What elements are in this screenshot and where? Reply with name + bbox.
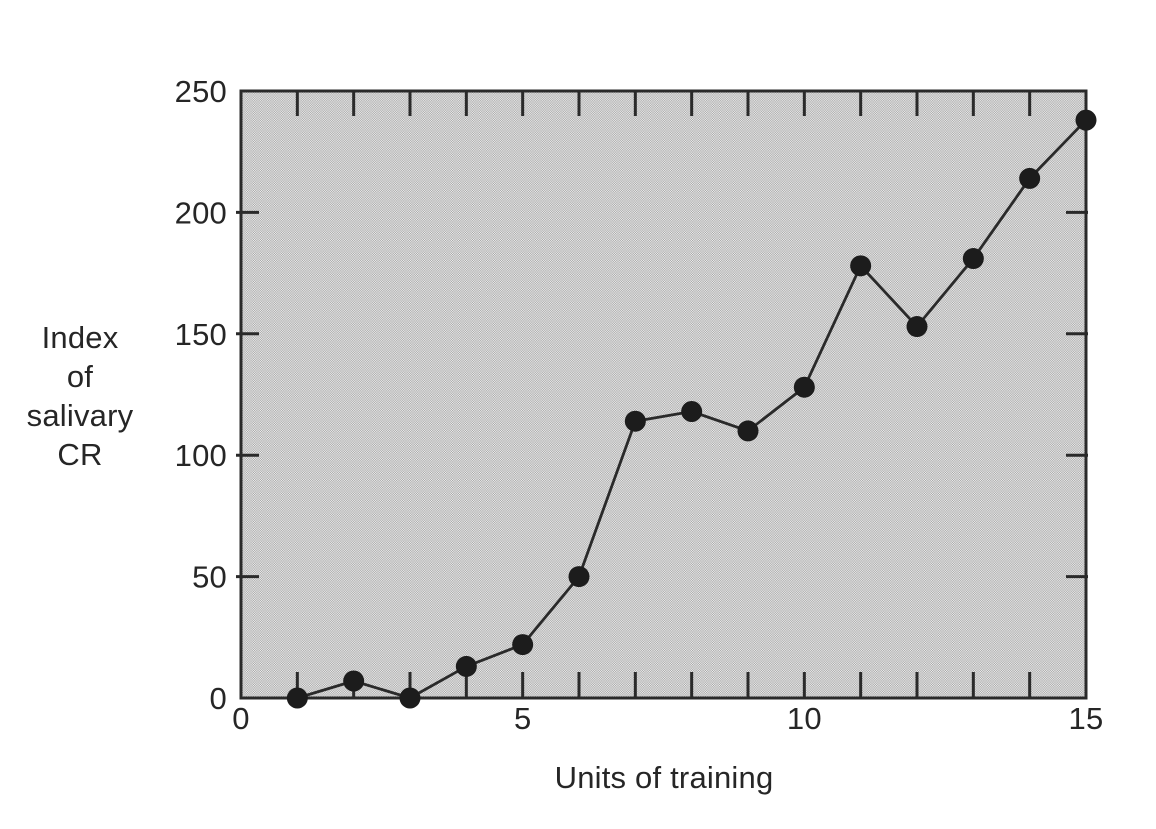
data-point bbox=[512, 634, 534, 656]
y-tick-label: 150 bbox=[175, 317, 227, 352]
data-point bbox=[286, 687, 308, 709]
y-axis-title-line: of bbox=[66, 359, 94, 394]
y-tick-label: 50 bbox=[192, 560, 227, 595]
data-point bbox=[343, 670, 365, 692]
x-tick-label: 15 bbox=[1069, 701, 1104, 736]
data-point bbox=[399, 687, 421, 709]
data-point bbox=[681, 400, 703, 422]
data-point bbox=[568, 566, 590, 588]
plot-area bbox=[241, 91, 1086, 698]
data-point bbox=[455, 655, 477, 677]
x-tick-label: 10 bbox=[787, 701, 822, 736]
axis-ticks bbox=[236, 92, 1088, 697]
y-tick-label: 100 bbox=[175, 438, 227, 473]
data-point bbox=[624, 410, 646, 432]
series-markers bbox=[286, 109, 1097, 709]
data-point bbox=[1075, 109, 1097, 131]
x-tick-label: 0 bbox=[232, 701, 249, 736]
x-axis-title: Units of training bbox=[554, 760, 774, 795]
y-tick-label: 250 bbox=[175, 74, 227, 109]
plot-frame bbox=[239, 89, 1088, 700]
y-axis-title-line: salivary bbox=[26, 398, 134, 433]
y-tick-label: 200 bbox=[175, 195, 227, 230]
y-axis-title-line: Index bbox=[41, 320, 119, 355]
data-point bbox=[793, 376, 815, 398]
data-point bbox=[1019, 167, 1041, 189]
y-axis-title: Index of salivary CR bbox=[20, 318, 140, 474]
y-tick-label: 0 bbox=[210, 681, 227, 716]
x-tick-label: 5 bbox=[514, 701, 531, 736]
data-point bbox=[962, 248, 984, 270]
y-axis-title-line: CR bbox=[57, 437, 103, 472]
data-point bbox=[906, 316, 928, 338]
data-point bbox=[737, 420, 759, 442]
data-point bbox=[850, 255, 872, 277]
